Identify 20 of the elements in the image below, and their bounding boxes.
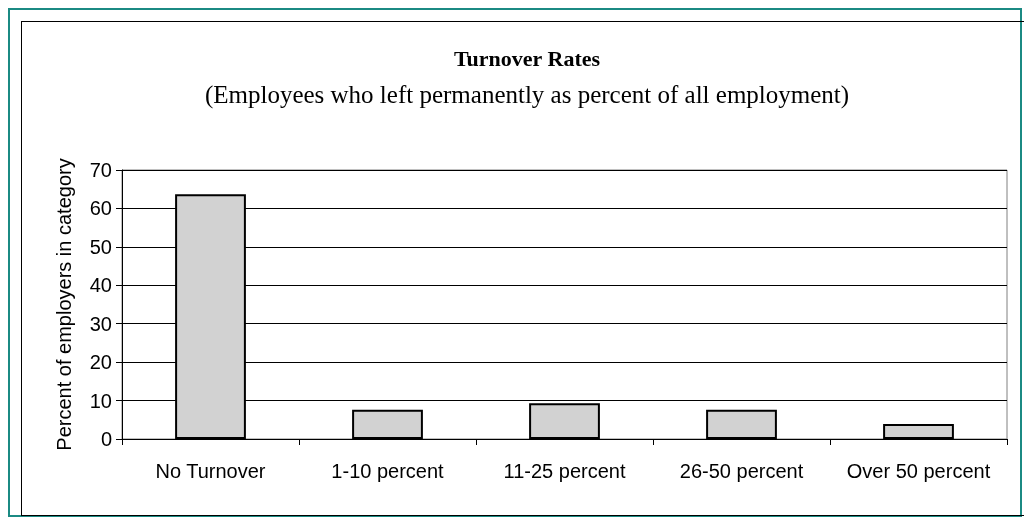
x-tick-label: 11-25 percent — [503, 460, 626, 482]
x-tick-label: 1-10 percent — [331, 460, 445, 482]
y-axis-title: Percent of employers in category — [53, 158, 75, 451]
x-tick-label: 26-50 percent — [679, 460, 804, 482]
x-tick-label: Over 50 percent — [846, 460, 991, 482]
y-tick-label: 70 — [89, 159, 112, 181]
y-tick-label: 50 — [89, 235, 112, 258]
y-tick-label: 0 — [100, 428, 112, 450]
y-tick-label: 60 — [89, 197, 112, 220]
x-tick-label: No Turnover — [155, 460, 266, 482]
y-tick-label: 20 — [89, 351, 112, 374]
bar — [529, 403, 600, 439]
bar — [352, 409, 423, 439]
y-tick-label: 10 — [89, 389, 112, 412]
bar — [883, 424, 954, 439]
y-tick-label: 40 — [89, 274, 112, 297]
chart-subtitle: (Employees who left permanently as percent of all employment) — [204, 81, 850, 109]
bar — [706, 409, 777, 439]
chart-title: Turnover Rates — [453, 45, 601, 71]
y-tick-label: 30 — [89, 312, 112, 335]
